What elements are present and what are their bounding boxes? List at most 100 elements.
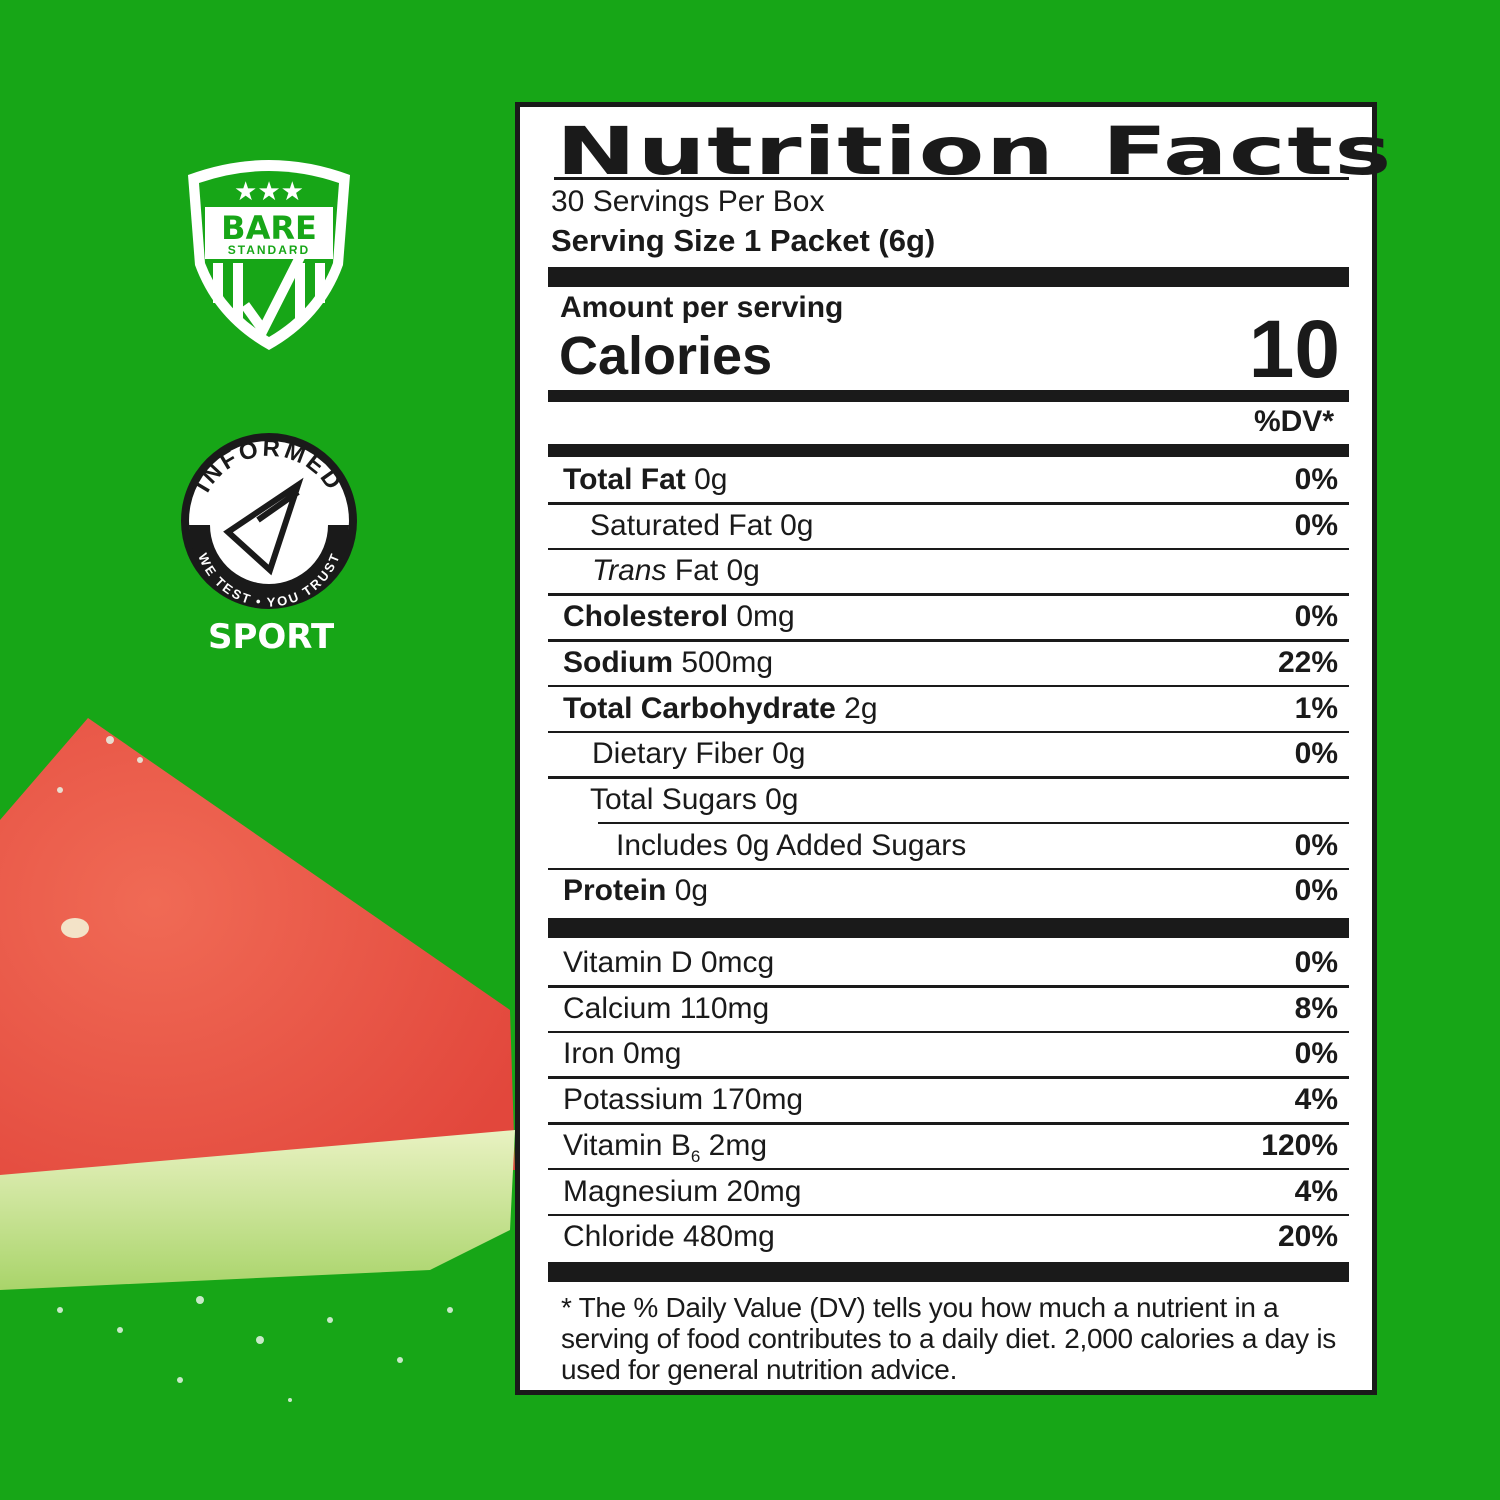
nutrient-label: Includes 0g Added Sugars xyxy=(616,826,966,866)
vitamin-label: Calcium 110mg xyxy=(563,989,769,1029)
nutrient-name: Includes 0g Added Sugars xyxy=(616,828,967,862)
divider xyxy=(548,390,1349,402)
vitamin-label: Chloride 480mg xyxy=(563,1217,775,1257)
nutrient-dv: 0% xyxy=(1294,508,1338,542)
nutrient-name: Total Sugars xyxy=(590,782,757,816)
nutrient-dv: 1% xyxy=(1294,691,1338,725)
nutrition-facts-label: Nutrition Facts 30 Servings Per Box Serv… xyxy=(515,102,1391,1395)
nutrient-dv: 0% xyxy=(1294,874,1338,908)
nutrient-row: Dietary Fiber 0g 0% xyxy=(592,734,1338,774)
vitamin-row: Vitamin D 0mcg 0% xyxy=(563,943,1338,983)
vitamin-row: Magnesium 20mg 4% xyxy=(563,1172,1338,1212)
vitamin-name: Chloride 480mg xyxy=(563,1220,775,1254)
nutrient-row: Trans Fat 0g xyxy=(592,551,1338,591)
nutrient-dv: 0% xyxy=(1294,737,1338,771)
nutrient-amount: 500mg xyxy=(681,645,774,679)
vitamin-name: Calcium 110mg xyxy=(563,991,770,1025)
nutrient-row: Total Carbohydrate 2g 1% xyxy=(563,689,1338,729)
vitamin-dv: 0% xyxy=(1294,946,1338,979)
vitamin-label: Magnesium 20mg xyxy=(563,1172,801,1212)
nutrient-amount: 0g xyxy=(765,782,799,816)
row-divider xyxy=(548,684,1349,688)
row-divider xyxy=(548,1030,1349,1034)
row-divider xyxy=(548,502,1349,505)
vitamin-row: Calcium 110mg 8% xyxy=(563,989,1338,1029)
nutrient-amount: 0mg xyxy=(736,600,795,634)
divider xyxy=(548,267,1349,287)
svg-text:★★★: ★★★ xyxy=(234,176,304,206)
row-divider xyxy=(548,1167,1349,1171)
nutrient-label: Total Sugars 0g xyxy=(590,780,798,820)
vitamin-dv: 4% xyxy=(1294,1174,1338,1208)
nutrient-label: Protein 0g xyxy=(563,871,708,911)
nutrient-name: Dietary Fiber xyxy=(592,737,764,771)
divider xyxy=(548,918,1349,938)
nutrient-dv: 0% xyxy=(1294,463,1338,496)
nutrient-label: Sodium 500mg xyxy=(563,643,773,683)
nutrient-label: Dietary Fiber 0g xyxy=(592,734,805,774)
divider xyxy=(548,1262,1349,1282)
vitamin-label: Vitamin D 0mcg xyxy=(563,943,774,983)
nutrient-row: Saturated Fat 0g 0% xyxy=(590,506,1338,546)
nutrient-amount: 0g xyxy=(780,508,814,542)
servings-per-box: 30 Servings Per Box xyxy=(551,185,825,218)
vitamin-label: Iron 0mg xyxy=(563,1034,681,1074)
informed-sport-logo: INFORMED WE TEST • YOU TRUST xyxy=(181,433,357,610)
vitamin-amount: 2mg xyxy=(700,1128,768,1162)
nutrient-dv: 0% xyxy=(1294,600,1338,634)
nutrient-label: Saturated Fat 0g xyxy=(590,506,814,546)
vitamin-name: Iron 0mg xyxy=(563,1037,682,1071)
nutrient-row: Includes 0g Added Sugars 0% xyxy=(616,826,1338,866)
nutrient-amount: 0g xyxy=(674,874,709,908)
calories-value: 10 xyxy=(1248,304,1340,395)
nutrient-name: Trans xyxy=(592,554,667,588)
nutrient-name: Saturated Fat xyxy=(590,508,772,542)
bare-standard-logo: ★★★ BARE STANDARD xyxy=(188,160,350,350)
nutrient-name: Sodium xyxy=(563,645,673,679)
row-divider xyxy=(548,1122,1349,1125)
nutrient-label: Cholesterol 0mg xyxy=(563,597,795,637)
nutrient-row: Protein 0g 0% xyxy=(563,871,1338,911)
vitamin-row: Potassium 170mg 4% xyxy=(563,1080,1338,1120)
row-divider xyxy=(548,547,1349,551)
footnote: * The % Daily Value (DV) tells you how m… xyxy=(561,1292,1336,1385)
nutrient-name: Total Fat xyxy=(563,463,686,496)
nutrient-dv: 0% xyxy=(1294,828,1338,862)
nutrient-label: Total Fat 0g xyxy=(563,460,728,500)
row-divider xyxy=(548,730,1349,733)
nutrient-amount: 0g xyxy=(694,463,728,496)
vitamin-name: Magnesium 20mg xyxy=(563,1174,802,1208)
nutrient-name: Protein xyxy=(563,874,667,908)
nutrient-name: Cholesterol xyxy=(563,600,729,634)
vitamin-dv: 20% xyxy=(1277,1220,1338,1254)
row-divider xyxy=(548,985,1349,988)
row-divider xyxy=(548,867,1349,871)
vitamin-row: Iron 0mg 0% xyxy=(563,1034,1338,1074)
standard-text: STANDARD xyxy=(228,243,310,257)
vitamin-dv: 0% xyxy=(1294,1037,1338,1071)
vitamin-dv: 4% xyxy=(1294,1083,1338,1117)
nutrient-amount: Fat 0g xyxy=(674,554,760,588)
nutrient-amount: 2g xyxy=(844,691,878,725)
vitamin-dv: 120% xyxy=(1261,1128,1338,1162)
vitamin-name: Vitamin D 0mcg xyxy=(563,946,775,979)
nutrient-label: Total Carbohydrate 2g xyxy=(563,689,878,729)
vitamin-row: Chloride 480mg 20% xyxy=(563,1217,1338,1257)
nutrient-row: Total Fat 0g 0% xyxy=(563,460,1338,500)
row-divider xyxy=(548,1213,1349,1216)
row-divider xyxy=(548,593,1349,596)
nutrient-row: Cholesterol 0mg 0% xyxy=(563,597,1338,637)
nutrient-row: Sodium 500mg 22% xyxy=(563,643,1338,683)
vitamin-dv: 8% xyxy=(1294,991,1338,1025)
sport-text: SPORT xyxy=(208,617,335,657)
row-divider xyxy=(548,639,1349,642)
dv-header: %DV* xyxy=(1253,405,1334,438)
vitamin-name: Potassium 170mg xyxy=(563,1083,804,1117)
vitamin-label: Vitamin B6 2mg xyxy=(563,1126,767,1166)
nutrient-name: Total Carbohydrate xyxy=(563,691,836,725)
subscript: 6 xyxy=(690,1146,701,1166)
row-divider xyxy=(548,1076,1349,1079)
nutrient-amount: 0g xyxy=(772,737,806,771)
vitamin-label: Potassium 170mg xyxy=(563,1080,803,1120)
